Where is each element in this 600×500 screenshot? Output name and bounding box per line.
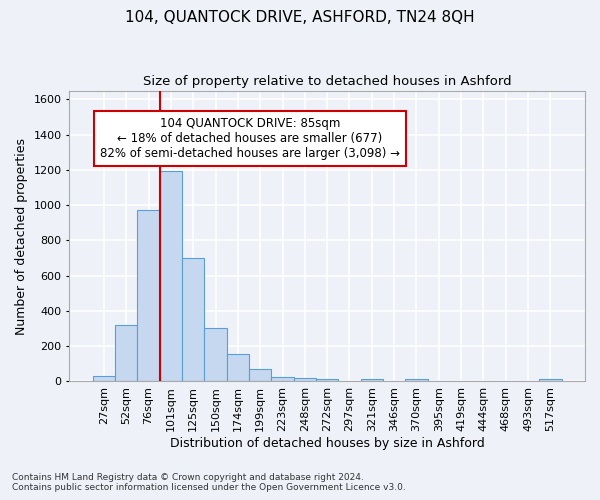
Bar [182, 258, 205, 382]
Bar [93, 376, 115, 382]
Bar [316, 379, 338, 382]
Bar [227, 354, 249, 382]
Bar [271, 376, 293, 382]
Bar [249, 369, 271, 382]
Title: Size of property relative to detached houses in Ashford: Size of property relative to detached ho… [143, 75, 511, 88]
Bar [115, 325, 137, 382]
Bar [205, 328, 227, 382]
X-axis label: Distribution of detached houses by size in Ashford: Distribution of detached houses by size … [170, 437, 485, 450]
Bar [293, 378, 316, 382]
Text: 104, QUANTOCK DRIVE, ASHFORD, TN24 8QH: 104, QUANTOCK DRIVE, ASHFORD, TN24 8QH [125, 10, 475, 25]
Y-axis label: Number of detached properties: Number of detached properties [15, 138, 28, 334]
Bar [361, 380, 383, 382]
Bar [137, 210, 160, 382]
Text: 104 QUANTOCK DRIVE: 85sqm
← 18% of detached houses are smaller (677)
82% of semi: 104 QUANTOCK DRIVE: 85sqm ← 18% of detac… [100, 116, 400, 160]
Bar [160, 171, 182, 382]
Bar [405, 380, 428, 382]
Bar [539, 380, 562, 382]
Text: Contains HM Land Registry data © Crown copyright and database right 2024.
Contai: Contains HM Land Registry data © Crown c… [12, 473, 406, 492]
